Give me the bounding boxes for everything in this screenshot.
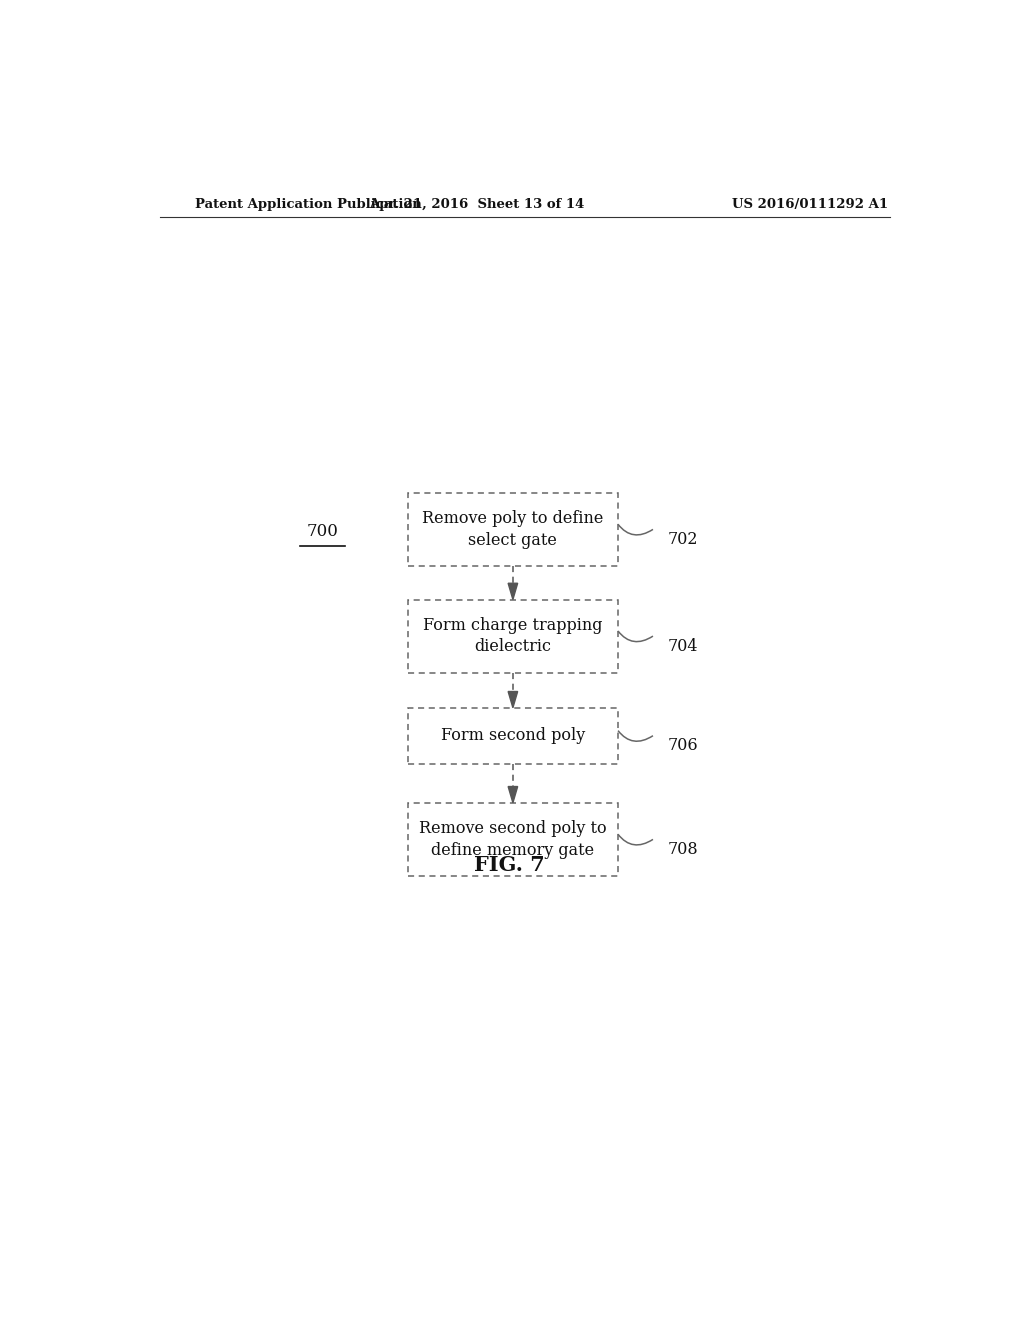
Text: Remove second poly to
define memory gate: Remove second poly to define memory gate (419, 820, 606, 859)
Text: 704: 704 (668, 638, 697, 655)
Text: FIG. 7: FIG. 7 (473, 855, 545, 875)
Text: 700: 700 (306, 523, 338, 540)
Text: 708: 708 (668, 841, 698, 858)
Text: 702: 702 (668, 531, 697, 548)
Polygon shape (508, 692, 518, 708)
Polygon shape (508, 787, 518, 803)
Text: Patent Application Publication: Patent Application Publication (196, 198, 422, 211)
Bar (408, 492, 618, 566)
Text: Form charge trapping
dielectric: Form charge trapping dielectric (423, 616, 603, 656)
Text: Form second poly: Form second poly (440, 727, 585, 744)
Text: US 2016/0111292 A1: US 2016/0111292 A1 (732, 198, 889, 211)
Bar (408, 708, 618, 764)
Text: 706: 706 (668, 738, 698, 754)
Bar (408, 599, 618, 673)
Text: Apr. 21, 2016  Sheet 13 of 14: Apr. 21, 2016 Sheet 13 of 14 (370, 198, 585, 211)
Text: Remove poly to define
select gate: Remove poly to define select gate (422, 510, 603, 549)
Bar (408, 803, 618, 876)
Polygon shape (508, 583, 518, 599)
